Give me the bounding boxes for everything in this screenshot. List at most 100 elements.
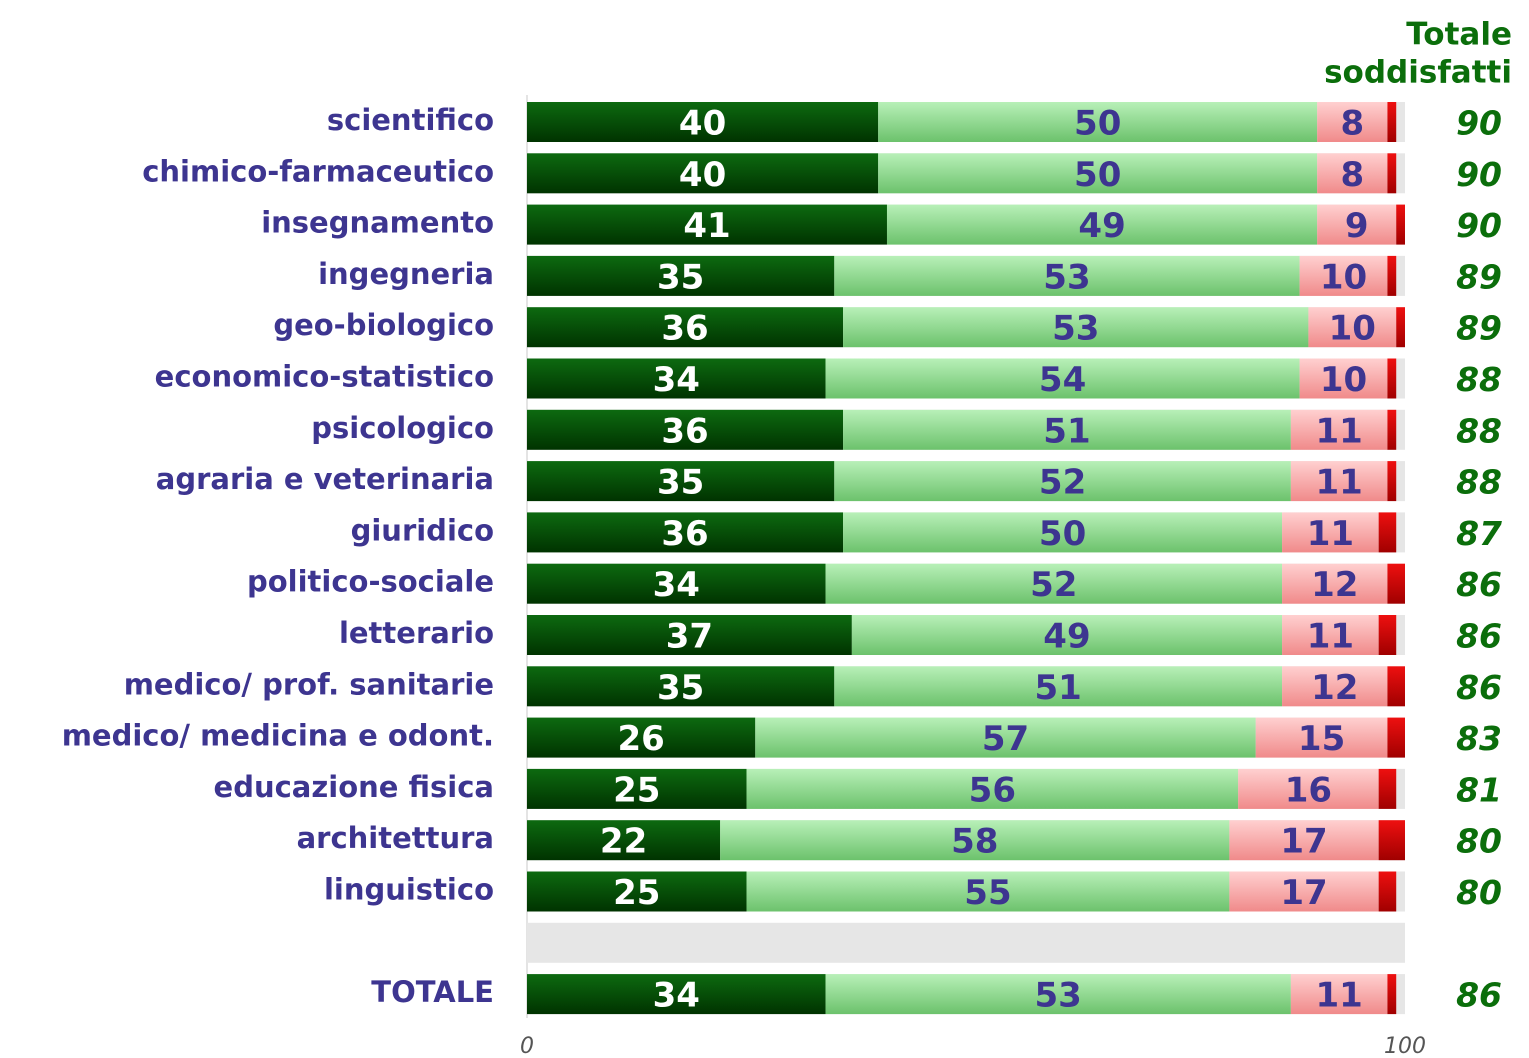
total-label: 89 <box>1456 257 1502 296</box>
bar-segment <box>527 102 879 142</box>
bar-segment <box>1290 974 1388 1015</box>
bar-segment <box>1378 615 1397 655</box>
total-label: 88 <box>1456 360 1502 399</box>
total-label: 89 <box>1456 309 1502 348</box>
data-label: 11 <box>1315 976 1362 1016</box>
bar-segment <box>851 615 1283 655</box>
bar-segment <box>1396 307 1405 348</box>
bar-segment <box>825 358 1300 399</box>
data-label: 22 <box>600 822 647 862</box>
bar-segment <box>843 512 1283 553</box>
data-label: 35 <box>657 257 704 297</box>
data-label: 52 <box>1030 565 1077 605</box>
bar-segment <box>527 974 826 1015</box>
data-label: 12 <box>1311 668 1358 708</box>
bar-segment <box>720 820 1230 861</box>
bar-segment <box>527 358 826 399</box>
bar-segment <box>1378 871 1397 912</box>
category-label: ingegneria <box>318 257 494 291</box>
bar-segment <box>527 204 887 245</box>
data-label: 36 <box>661 411 708 451</box>
bar-segment <box>843 307 1309 348</box>
bar-segment <box>1238 768 1379 809</box>
data-label: 35 <box>657 463 704 503</box>
data-label: 10 <box>1320 257 1367 297</box>
category-label: linguistico <box>324 873 494 907</box>
total-label: 90 <box>1456 155 1502 194</box>
bar-segment <box>1317 204 1397 245</box>
bar-segment <box>1387 409 1397 450</box>
bar-segment <box>1396 204 1405 245</box>
total-label: 88 <box>1456 411 1502 450</box>
data-label: 37 <box>666 617 713 657</box>
data-label: 55 <box>964 873 1011 913</box>
data-label: 26 <box>617 719 664 759</box>
data-label: 8 <box>1340 155 1364 195</box>
category-label: medico/ medicina e odont. <box>62 719 494 753</box>
bar-segment <box>527 615 852 655</box>
data-label: 17 <box>1280 822 1327 862</box>
total-label: 83 <box>1456 719 1502 758</box>
data-label: 53 <box>1035 976 1082 1016</box>
bar-segment <box>1317 153 1388 194</box>
bar-segment <box>878 102 1318 142</box>
bar-segment <box>878 153 1318 194</box>
bar-segment <box>834 255 1300 296</box>
bar-segment <box>527 255 835 296</box>
data-label: 56 <box>969 770 1016 810</box>
bar-segment <box>1282 563 1388 604</box>
bar-segment <box>1387 358 1397 399</box>
bar-segment <box>1378 512 1397 553</box>
data-label: 12 <box>1311 565 1358 605</box>
totals-title: Totale <box>1406 17 1512 53</box>
data-label: 25 <box>613 873 660 913</box>
data-label: 36 <box>661 309 708 349</box>
data-label: 52 <box>1039 463 1086 503</box>
bar-segment <box>1387 255 1397 296</box>
bar-segment <box>1387 666 1405 707</box>
bar-segment <box>1387 153 1397 194</box>
data-label: 11 <box>1307 617 1354 657</box>
total-label: 87 <box>1456 514 1502 553</box>
bar-segment <box>1282 666 1388 707</box>
total-label: 86 <box>1456 617 1502 656</box>
data-label: 50 <box>1039 514 1086 554</box>
data-label: 11 <box>1315 463 1362 503</box>
bar-segment <box>1317 102 1388 142</box>
bar-segment <box>825 974 1291 1015</box>
bar-segment <box>527 153 879 194</box>
bar-segment <box>1378 820 1405 861</box>
data-label: 40 <box>679 104 726 144</box>
data-label: 54 <box>1039 360 1086 400</box>
data-label: 10 <box>1320 360 1367 400</box>
bar-segment <box>527 409 844 450</box>
bar-segment <box>1308 307 1397 348</box>
bar-segment <box>527 461 835 502</box>
total-label: 81 <box>1456 770 1502 809</box>
bar-segment <box>834 666 1283 707</box>
category-label: agraria e veterinaria <box>156 462 494 496</box>
bar-segment <box>1387 102 1397 142</box>
category-label: architettura <box>297 821 494 855</box>
bar-segment <box>1387 563 1405 604</box>
bar-segment <box>527 820 721 861</box>
bar-segment <box>834 461 1291 502</box>
data-label: 16 <box>1285 770 1332 810</box>
data-label: 25 <box>613 770 660 810</box>
bar-segment <box>1229 820 1379 861</box>
category-label: psicologico <box>311 411 494 445</box>
bar-segment <box>1290 409 1388 450</box>
bar-segment <box>843 409 1291 450</box>
total-label: 80 <box>1456 873 1502 912</box>
data-label: 34 <box>653 565 700 605</box>
category-label: chimico-farmaceutico <box>142 154 494 188</box>
data-label: 15 <box>1298 719 1345 759</box>
data-label: 51 <box>1043 411 1090 451</box>
data-label: 57 <box>982 719 1029 759</box>
bar-segment <box>1282 615 1379 655</box>
data-label: 53 <box>1052 309 1099 349</box>
category-label: economico-statistico <box>155 360 494 394</box>
total-label: 86 <box>1456 668 1502 707</box>
category-label: geo-biologico <box>273 308 494 342</box>
